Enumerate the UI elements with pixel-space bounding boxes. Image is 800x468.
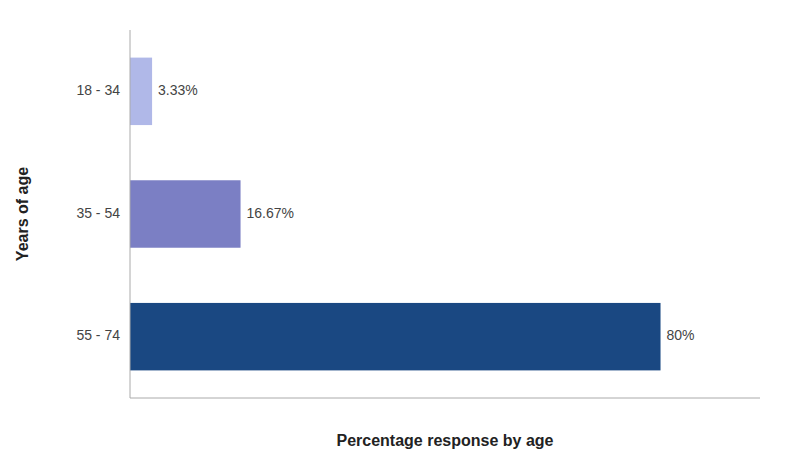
bar [130, 303, 661, 370]
chart-container: 3.33% 16.67% 80% 18 - 34 35 - 54 55 - 74 Perce… [0, 0, 800, 468]
y-tick-label: 55 - 74 [76, 327, 120, 343]
y-tick-label: 35 - 54 [76, 205, 120, 221]
y-axis-label: Years of age [14, 167, 31, 261]
x-axis-line [130, 398, 760, 399]
bars [130, 58, 661, 371]
y-axis-line [130, 30, 131, 398]
chart-svg: 3.33% 16.67% 80% 18 - 34 35 - 54 55 - 74 Perce… [0, 0, 800, 468]
data-labels: 3.33% 16.67% 80% [158, 82, 694, 343]
x-axis-label: Percentage response by age [337, 432, 554, 449]
data-label: 16.67% [247, 205, 294, 221]
data-label: 80% [667, 327, 695, 343]
y-tick-label: 18 - 34 [76, 82, 120, 98]
bar [130, 180, 241, 247]
bar [130, 58, 152, 125]
data-label: 3.33% [158, 82, 198, 98]
